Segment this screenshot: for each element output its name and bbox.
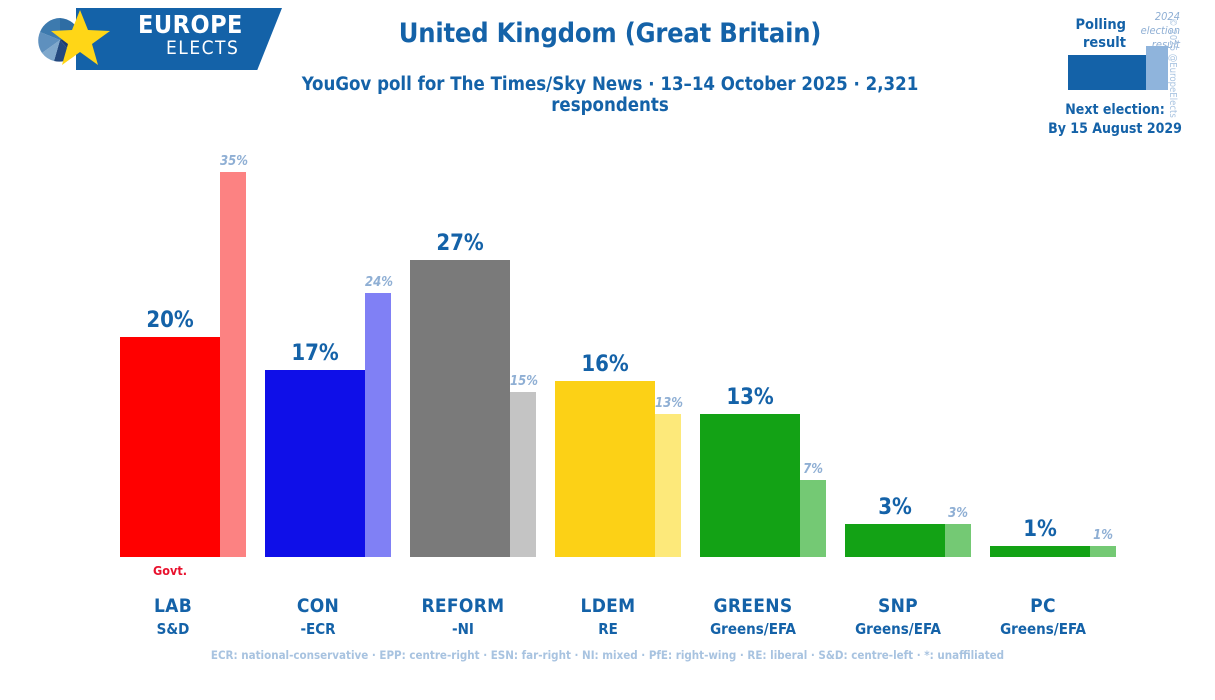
- bar-election-result: [800, 480, 826, 557]
- party-eu-group: RE: [598, 620, 618, 638]
- party-label: LDEM RE: [537, 595, 679, 638]
- party-name: CON: [296, 595, 340, 617]
- bar-election-result: [655, 414, 681, 557]
- bar-polling-result: [120, 337, 220, 557]
- legend-swatch-polling: [1068, 55, 1146, 90]
- bar-election-result: [1090, 546, 1116, 557]
- legend-polling-label: Polling result: [1042, 16, 1126, 52]
- page-title: United Kingdom (Great Britain): [398, 18, 822, 49]
- bar-group: 20% 35% Govt. LAB S&D: [120, 0, 248, 700]
- logo-pie-star-icon: [38, 10, 110, 65]
- bar-value-label-election: 15%: [510, 374, 538, 389]
- page-subtitle: YouGov poll for The Times/Sky News · 13–…: [301, 74, 919, 116]
- legend-election-label-line1: 2024: [1154, 10, 1180, 23]
- logo-line-europe: EUROPE: [138, 10, 243, 39]
- bar-group: 27% 15% REFORM -NI: [410, 0, 538, 700]
- party-name: LAB: [153, 595, 193, 617]
- bar-value-label-polling: 17%: [291, 341, 339, 366]
- party-name: SNP: [877, 595, 919, 617]
- party-label: REFORM -NI: [392, 595, 534, 638]
- party-eu-group: Greens/EFA: [710, 620, 796, 638]
- bar-group: 16% 13% LDEM RE: [555, 0, 683, 700]
- europe-elects-logo: EUROPE ELECTS: [28, 6, 282, 76]
- party-label: CON -ECR: [247, 595, 389, 638]
- bar-polling-result: [845, 524, 945, 557]
- next-election-line2: By 15 August 2029: [1048, 120, 1182, 137]
- legend-polling-label-line2: result: [1082, 35, 1126, 52]
- party-label: SNP Greens/EFA: [827, 595, 969, 638]
- bar-polling-result: [265, 370, 365, 557]
- bar-polling-result: [990, 546, 1090, 557]
- bar-polling-result: [555, 381, 655, 557]
- party-eu-group: -ECR: [300, 620, 336, 638]
- party-eu-group: Greens/EFA: [1000, 620, 1086, 638]
- footer-legend-note: ECR: national-conservative · EPP: centre…: [210, 648, 1005, 662]
- bar-group: 3% 3% SNP Greens/EFA: [845, 0, 971, 700]
- bar-value-label-polling: 3%: [878, 495, 912, 520]
- next-election-line1: Next election:: [1065, 102, 1165, 118]
- bar-election-result: [510, 392, 536, 557]
- chart-legend: Polling result 2024 election result Next…: [1040, 8, 1182, 143]
- bar-election-result: [945, 524, 971, 557]
- party-eu-group: S&D: [156, 620, 190, 638]
- bar-group: 13% 7% GREENS Greens/EFA: [700, 0, 826, 700]
- party-eu-group: Greens/EFA: [855, 620, 941, 638]
- party-name: REFORM: [421, 595, 505, 617]
- legend-election-label-line2: election: [1140, 23, 1180, 37]
- logo-banner-shape: [76, 8, 282, 70]
- bar-election-result: [365, 293, 391, 557]
- bar-election-result: [220, 172, 246, 557]
- bar-value-label-polling: 13%: [726, 385, 774, 410]
- bar-group: 17% 24% CON -ECR: [265, 0, 393, 700]
- bar-value-label-election: 3%: [948, 506, 968, 521]
- party-name: LDEM: [580, 595, 636, 617]
- party-eu-group: -NI: [452, 620, 474, 638]
- party-label: PC Greens/EFA: [972, 595, 1114, 638]
- bar-value-label-election: 1%: [1093, 528, 1113, 543]
- bar-value-label-election: 24%: [365, 275, 393, 290]
- bar-value-label-election: 35%: [220, 154, 248, 169]
- logo-wordmark: EUROPE ELECTS: [138, 12, 268, 58]
- bar-value-label-election: 7%: [803, 462, 823, 477]
- legend-swatch-election: [1146, 46, 1168, 90]
- next-election-note: Next election: By 15 August 2029: [1040, 101, 1190, 139]
- party-label: GREENS Greens/EFA: [682, 595, 824, 638]
- government-badge: Govt.: [153, 563, 187, 578]
- bar-value-label-polling: 27%: [436, 231, 484, 256]
- bar-polling-result: [410, 260, 510, 557]
- bar-value-label-election: 13%: [655, 396, 683, 411]
- party-label: LAB S&D: [102, 595, 244, 638]
- party-name: PC: [1030, 595, 1056, 617]
- legend-polling-label-line1: Polling: [1075, 17, 1126, 33]
- bar-value-label-polling: 1%: [1023, 517, 1057, 542]
- logo-line-elects: ELECTS: [166, 37, 240, 59]
- bar-value-label-polling: 20%: [146, 308, 194, 333]
- bar-group: 1% 1% PC Greens/EFA: [990, 0, 1116, 700]
- bar-value-label-polling: 16%: [581, 352, 629, 377]
- bar-polling-result: [700, 414, 800, 557]
- party-name: GREENS: [713, 595, 793, 617]
